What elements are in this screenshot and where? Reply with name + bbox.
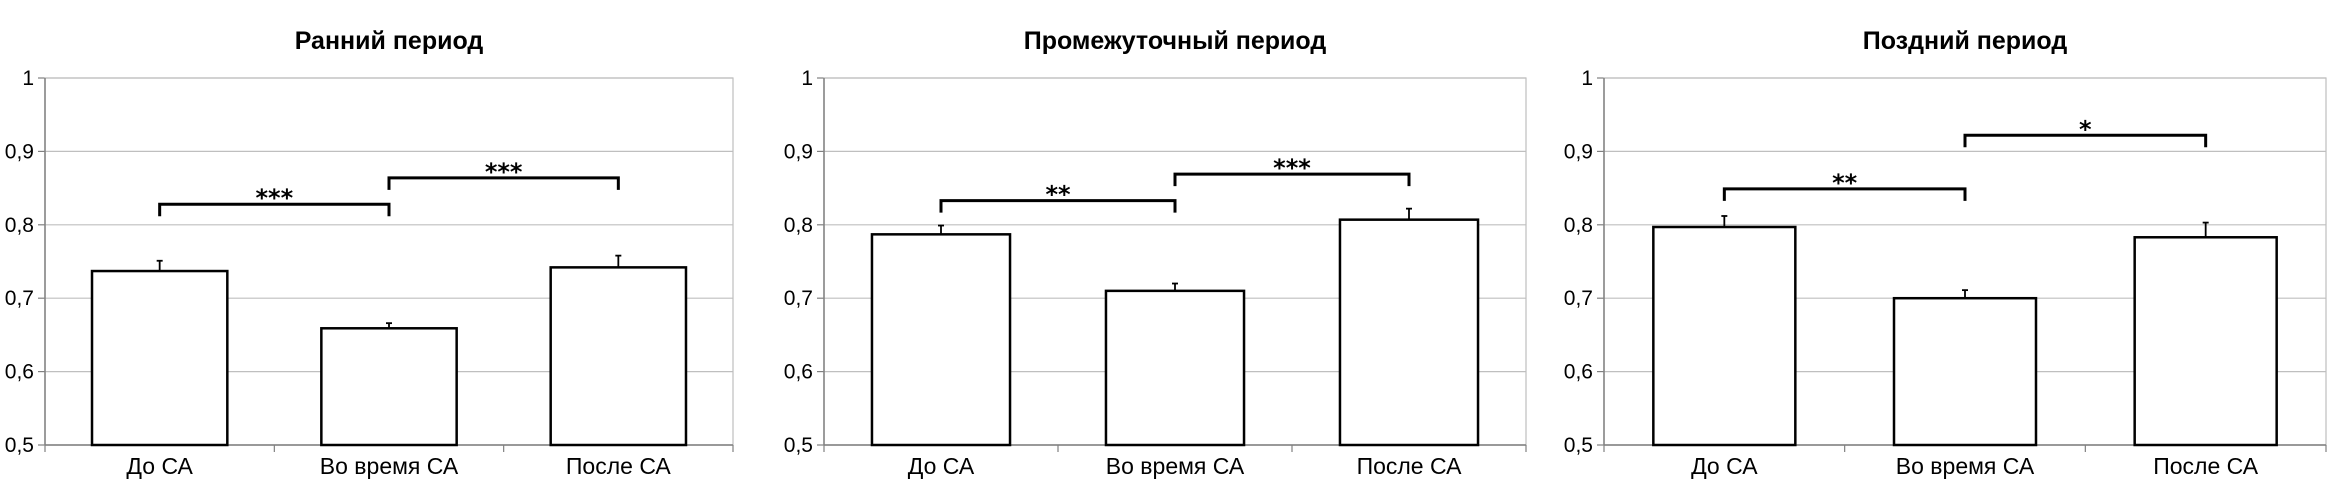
y-tick-label: 0,8 (5, 214, 34, 237)
bar (1104, 289, 1246, 447)
category-label: До СА (126, 453, 193, 479)
significance-bracket (387, 176, 620, 190)
y-tick-label: 0,5 (1564, 434, 1593, 457)
y-tick-label: 1 (1581, 67, 1593, 90)
significance-label: ** (1045, 181, 1071, 209)
chart-title: Поздний период (1863, 27, 2068, 55)
bar (549, 266, 688, 447)
category-label: После СА (1357, 453, 1463, 479)
category-label: После СА (2153, 453, 2259, 479)
y-tick-label: 0,8 (1564, 214, 1593, 237)
category-label: Во время СА (320, 453, 459, 479)
significance-bracket (158, 202, 391, 217)
chart-title: Ранний период (295, 27, 484, 55)
chart-panel-3: Поздний период 0,5 0,6 0,7 0,8 0,9 1 До СА Во вр… (1564, 27, 2327, 479)
significance-label: *** (1273, 154, 1311, 182)
y-tick-label: 0,9 (5, 140, 34, 163)
significance-bracket (1173, 172, 1411, 187)
category-label: После СА (566, 453, 672, 479)
significance-label: *** (256, 184, 294, 212)
y-tick-label: 0,5 (5, 434, 34, 457)
bar (2133, 236, 2278, 447)
bar (320, 327, 458, 447)
bar (1338, 218, 1480, 447)
y-tick-label: 0,7 (1564, 287, 1593, 310)
y-tick-label: 0,6 (1564, 361, 1593, 384)
category-label: Во время СА (1106, 453, 1245, 479)
y-tick-label: 0,8 (784, 214, 813, 237)
chart-title: Промежуточный период (1024, 27, 1327, 55)
y-tick-label: 0,6 (5, 361, 34, 384)
category-label: До СА (908, 453, 975, 479)
y-tick-label: 0,7 (5, 287, 34, 310)
bar (90, 269, 229, 447)
category-label: Во время СА (1896, 453, 2035, 479)
y-tick-label: 0,5 (784, 434, 813, 457)
bar (870, 233, 1012, 447)
y-tick-label: 0,9 (784, 140, 813, 163)
y-tick-label: 0,6 (784, 361, 813, 384)
y-tick-label: 1 (22, 67, 34, 90)
chart-panel-2: Промежуточный период 0,5 0,6 0,7 0,8 0,9 1 До С… (784, 27, 1527, 479)
y-tick-label: 1 (801, 67, 813, 90)
significance-label: *** (485, 158, 523, 186)
bar (1652, 225, 1797, 447)
y-tick-label: 0,9 (1564, 140, 1593, 163)
chart-panel-1: Ранний период 0,5 0,6 0,7 0,8 0,9 1 До СА Во вре… (5, 27, 734, 479)
y-tick-label: 0,7 (784, 287, 813, 310)
significance-bracket (939, 199, 1177, 213)
significance-label: * (2079, 115, 2092, 143)
significance-bracket (1963, 133, 2208, 148)
bar (1892, 296, 2038, 447)
significance-label: ** (1832, 169, 1858, 197)
category-label: До СА (1691, 453, 1758, 479)
significance-bracket (1722, 187, 1967, 201)
